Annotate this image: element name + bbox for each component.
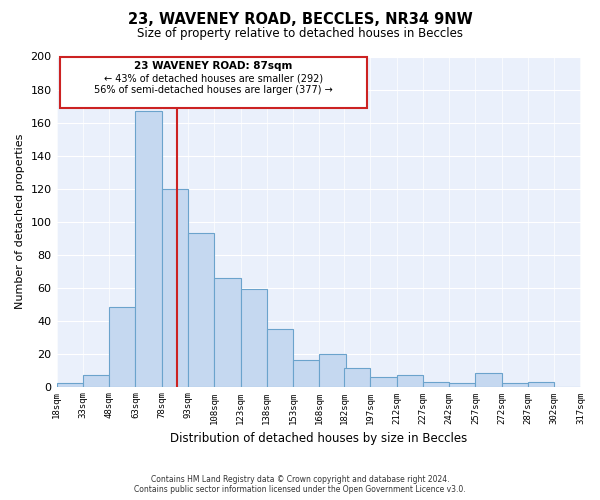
Bar	[241, 289, 267, 386]
Bar	[56, 384, 83, 386]
Text: Size of property relative to detached houses in Beccles: Size of property relative to detached ho…	[137, 28, 463, 40]
Text: 56% of semi-detached houses are larger (377) →: 56% of semi-detached houses are larger (…	[94, 84, 333, 94]
Y-axis label: Number of detached properties: Number of detached properties	[15, 134, 25, 309]
Bar	[528, 382, 554, 386]
Bar	[344, 368, 370, 386]
Text: ← 43% of detached houses are smaller (292): ← 43% of detached houses are smaller (29…	[104, 73, 323, 83]
Bar	[83, 375, 109, 386]
Bar	[397, 375, 423, 386]
Bar	[188, 233, 214, 386]
Bar	[475, 374, 502, 386]
Bar	[423, 382, 449, 386]
Bar	[319, 354, 346, 386]
Text: 23, WAVENEY ROAD, BECCLES, NR34 9NW: 23, WAVENEY ROAD, BECCLES, NR34 9NW	[128, 12, 472, 28]
Bar	[214, 278, 241, 386]
Bar	[293, 360, 319, 386]
Text: 23 WAVENEY ROAD: 87sqm: 23 WAVENEY ROAD: 87sqm	[134, 60, 293, 70]
Text: Contains HM Land Registry data © Crown copyright and database right 2024.
Contai: Contains HM Land Registry data © Crown c…	[134, 474, 466, 494]
Bar	[136, 111, 161, 386]
X-axis label: Distribution of detached houses by size in Beccles: Distribution of detached houses by size …	[170, 432, 467, 445]
Bar	[267, 329, 293, 386]
Bar	[449, 384, 475, 386]
Bar	[502, 384, 528, 386]
FancyBboxPatch shape	[60, 56, 367, 108]
Bar	[370, 376, 397, 386]
Bar	[109, 308, 136, 386]
Bar	[161, 188, 188, 386]
